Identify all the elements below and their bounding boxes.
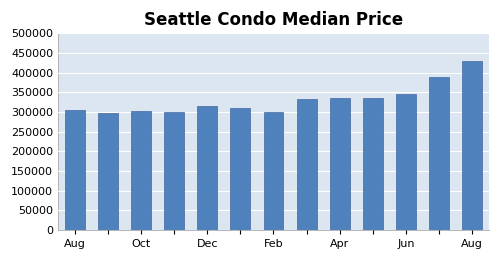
Bar bbox=[429, 77, 449, 230]
Bar bbox=[164, 112, 184, 230]
Bar bbox=[98, 113, 117, 230]
Bar bbox=[264, 112, 283, 230]
Bar bbox=[363, 98, 383, 230]
Bar bbox=[64, 110, 84, 230]
Bar bbox=[462, 61, 482, 230]
Bar bbox=[230, 108, 250, 230]
Bar bbox=[198, 106, 217, 230]
Bar bbox=[131, 111, 151, 230]
Bar bbox=[296, 99, 316, 230]
Bar bbox=[330, 98, 349, 230]
Bar bbox=[396, 94, 416, 230]
Title: Seattle Condo Median Price: Seattle Condo Median Price bbox=[144, 11, 403, 29]
